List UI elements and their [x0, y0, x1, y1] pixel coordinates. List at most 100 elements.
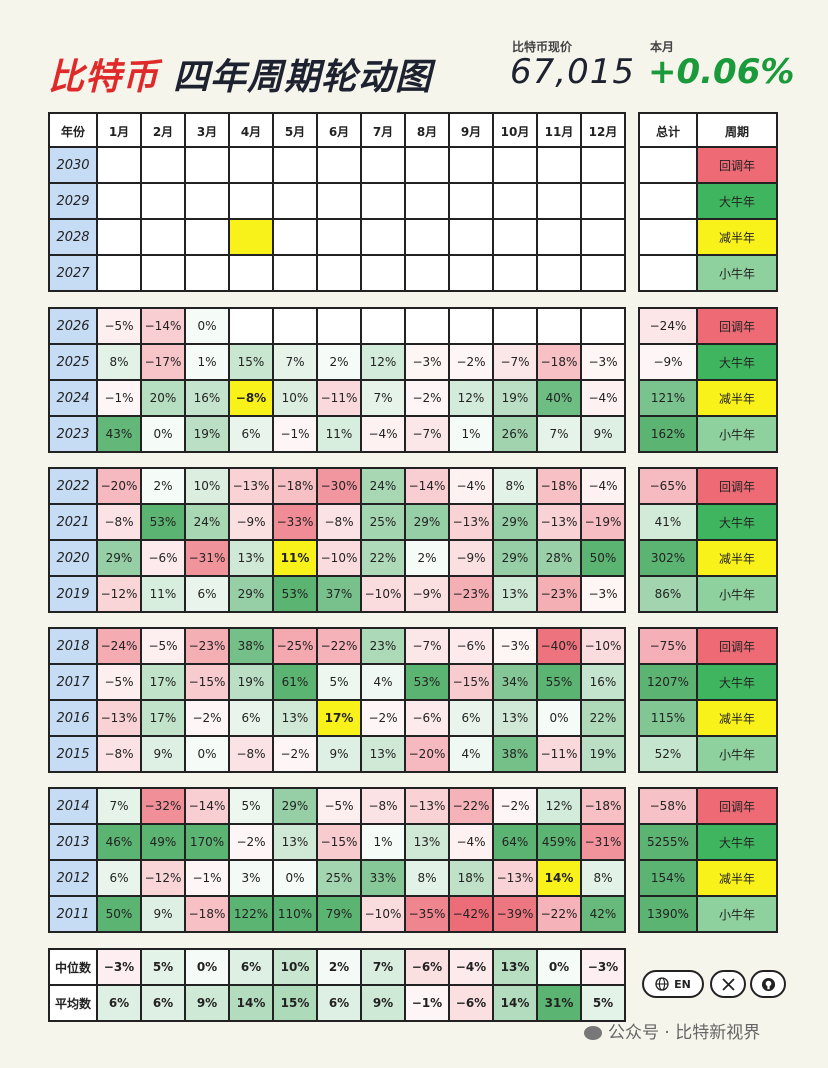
month-cell: −9% — [404, 575, 450, 613]
table-row: 2022 −20% 2% 10% −13% −18% −30% 24% −14% −4% 8% −18… — [48, 467, 778, 505]
month-cell: 33% — [360, 859, 406, 897]
stats-row: 平均数 6% 6% 9% 14% 15% 6% 9% −1% −6% 14% 31% 5% — [48, 984, 777, 1022]
month-cell — [272, 307, 318, 345]
month-cell — [536, 254, 582, 292]
header-month: 12月 — [580, 112, 626, 150]
month-cell — [360, 146, 406, 184]
year-cell: 2022 — [48, 467, 98, 505]
header-month: 5月 — [272, 112, 318, 150]
stats-cell: 6% — [96, 984, 142, 1022]
header-month: 7月 — [360, 112, 406, 150]
stats-cell: 0% — [184, 948, 230, 986]
month-cell: −8% — [96, 503, 142, 541]
table-row: 2017 −5% 17% −15% 19% 61% 5% 4% 53% −15% 34% 55% 16%… — [48, 663, 778, 701]
month-cell: −11% — [316, 379, 362, 417]
month-cell: −19% — [580, 503, 626, 541]
table-row: 2020 29% −6% −31% 13% 11% −10% 22% 2% −9% 29% 28% 50… — [48, 539, 778, 577]
title-bitcoin: 比特币 — [48, 57, 160, 98]
month-cell — [96, 146, 142, 184]
table-row: 2023 43% 0% 19% 6% −1% 11% −4% −7% 1% 26% 7% 9% 162% 小… — [48, 415, 778, 453]
stats-cell: 15% — [272, 984, 318, 1022]
month-cell: 19% — [184, 415, 230, 453]
month-cell: 22% — [580, 699, 626, 737]
month-cell: −13% — [448, 503, 494, 541]
month-cell: 170% — [184, 823, 230, 861]
month-cell: 15% — [228, 343, 274, 381]
row-gap — [625, 183, 639, 219]
table-row: 2018 −24% −5% −23% 38% −25% −22% 23% −7% −6% −3% −4… — [48, 627, 778, 665]
table-row: 2029 大牛年 — [48, 182, 778, 220]
month-cell: −8% — [96, 735, 142, 773]
month-cell: 0% — [184, 307, 230, 345]
month-cell: 13% — [272, 699, 318, 737]
month-cell: −8% — [316, 503, 362, 541]
month-cell — [360, 307, 406, 345]
month-cell: 7% — [96, 787, 142, 825]
month-cell: −7% — [404, 627, 450, 665]
month-cell: −8% — [360, 787, 406, 825]
month-cell: −17% — [140, 343, 186, 381]
month-cell: −3% — [580, 575, 626, 613]
month-cell — [492, 218, 538, 256]
stats-cell: 0% — [536, 948, 582, 986]
month-cell: −5% — [96, 663, 142, 701]
month-cell: 2% — [140, 467, 186, 505]
month-cell: −4% — [580, 379, 626, 417]
stats-cell: 5% — [580, 984, 626, 1022]
github-button[interactable] — [750, 970, 786, 998]
cycle-cell: 减半年 — [696, 699, 778, 737]
x-button[interactable] — [710, 970, 746, 998]
month-cell — [580, 146, 626, 184]
month-cell — [404, 182, 450, 220]
month-cell: −2% — [360, 699, 406, 737]
month-cell: 13% — [404, 823, 450, 861]
month-cell: −2% — [272, 735, 318, 773]
month-cell: −24% — [96, 627, 142, 665]
table-row: 2013 46% 49% 170% −2% 13% −15% 1% 13% −4% 64% 459% −… — [48, 823, 778, 861]
row-gap — [625, 860, 639, 896]
header-month: 2月 — [140, 112, 186, 150]
row-gap — [625, 219, 639, 255]
row-gap — [625, 736, 639, 772]
total-cell: 52% — [638, 735, 698, 773]
month-cell: 46% — [96, 823, 142, 861]
month-cell: −22% — [448, 787, 494, 825]
month-cell: 16% — [580, 663, 626, 701]
month-cell: 25% — [316, 859, 362, 897]
month-cell — [580, 254, 626, 292]
header-month: 10月 — [492, 112, 538, 150]
month-cell — [184, 254, 230, 292]
wechat-icon — [584, 1026, 602, 1040]
month-cell: −20% — [404, 735, 450, 773]
month-cell: −1% — [184, 859, 230, 897]
month-cell: 18% — [448, 859, 494, 897]
cycle-cell: 减半年 — [696, 859, 778, 897]
month-cell — [140, 254, 186, 292]
row-gap — [625, 255, 639, 291]
month-cell: −15% — [316, 823, 362, 861]
header-month: 9月 — [448, 112, 494, 150]
total-cell — [638, 182, 698, 220]
stats-cell: 5% — [140, 948, 186, 986]
cycle-cell: 大牛年 — [696, 503, 778, 541]
month-cell: 12% — [360, 343, 406, 381]
stats-cell: 14% — [492, 984, 538, 1022]
year-cell: 2026 — [48, 307, 98, 345]
total-cell: 302% — [638, 539, 698, 577]
month-cell: 34% — [492, 663, 538, 701]
stats-cell: 31% — [536, 984, 582, 1022]
month-cell — [448, 307, 494, 345]
cycle-cell: 小牛年 — [696, 415, 778, 453]
month-cell — [580, 182, 626, 220]
globe-icon — [655, 977, 669, 991]
month-cell — [360, 254, 406, 292]
table-row: 2026 −5% −14% 0% −24% 回调年 — [48, 307, 778, 345]
month-cell: 6% — [228, 415, 274, 453]
month-cell: 9% — [316, 735, 362, 773]
language-button[interactable]: EN — [642, 970, 704, 998]
cycle-cell: 回调年 — [696, 467, 778, 505]
month-cell: 5% — [228, 787, 274, 825]
month-cell: −33% — [272, 503, 318, 541]
month-cell — [536, 218, 582, 256]
total-cell — [638, 146, 698, 184]
